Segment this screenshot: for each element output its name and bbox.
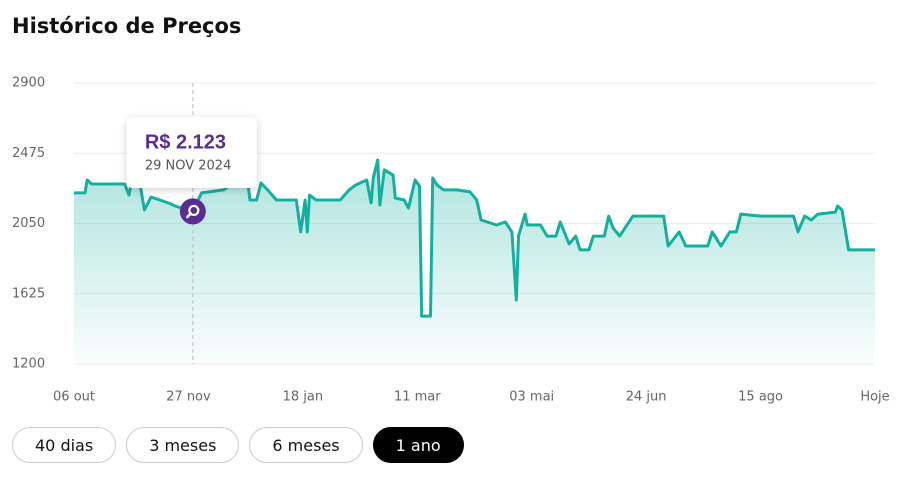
y-tick-label: 2475	[12, 146, 45, 161]
tooltip-box	[126, 117, 257, 188]
tooltip-date: 29 NOV 2024	[145, 159, 232, 174]
marker-circle	[179, 198, 206, 225]
marker-icon	[188, 204, 200, 217]
x-tick-label: 18 jan	[283, 390, 324, 405]
marker-icon	[186, 212, 193, 219]
x-tick-label: 03 mai	[509, 390, 554, 405]
x-tick-label: 15 ago	[738, 390, 783, 405]
hover-marker	[179, 198, 206, 225]
tooltip-price: R$ 2.123	[145, 131, 226, 153]
y-tick-label: 2050	[12, 216, 45, 231]
x-tick-label: 27 nov	[166, 390, 211, 405]
range-button[interactable]: 1 ano	[372, 427, 464, 463]
range-buttons: 40 dias 3 meses 6 meses 1 ano	[12, 427, 464, 463]
x-tick-label: 24 jun	[626, 390, 667, 405]
y-tick-label: 2900	[12, 76, 45, 91]
page-title: Histórico de Preços	[12, 14, 242, 38]
range-button[interactable]: 6 meses	[249, 427, 363, 463]
area	[74, 160, 875, 364]
x-tick-label: 11 mar	[394, 390, 441, 405]
y-tick-label: 1200	[12, 357, 45, 372]
chart: 2900 2475 2050 1625 1200 06 out 27 nov 18 jan 11…	[12, 76, 890, 405]
range-button[interactable]: 40 dias	[12, 427, 117, 463]
y-tick-label: 1625	[12, 286, 45, 301]
range-button[interactable]: 3 meses	[126, 427, 240, 463]
x-tick-label: 06 out	[53, 390, 95, 405]
x-tick-label: Hoje	[860, 390, 889, 405]
